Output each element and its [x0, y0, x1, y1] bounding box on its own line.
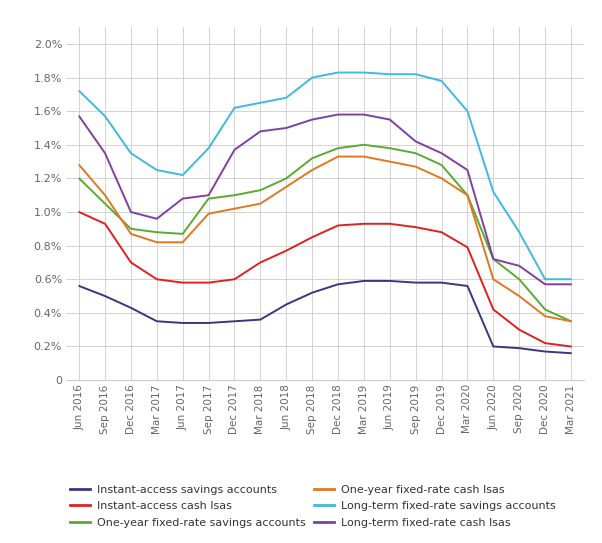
Legend: Instant-access savings accounts, Instant-access cash Isas, One-year fixed-rate s: Instant-access savings accounts, Instant…: [66, 481, 560, 532]
